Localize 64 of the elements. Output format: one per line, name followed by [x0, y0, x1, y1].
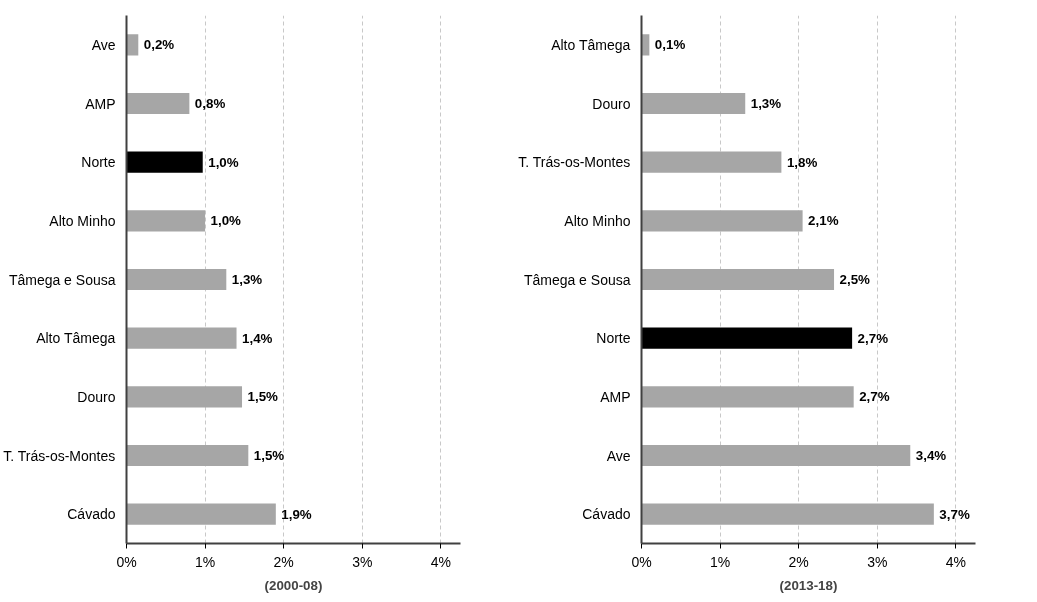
bar: [641, 92, 746, 115]
x-tick-label: 3%: [867, 553, 888, 570]
data-label: 1,5%: [253, 448, 285, 463]
x-tick-label: 2%: [273, 553, 294, 570]
data-label: 2,7%: [859, 389, 890, 405]
data-label: 0,1%: [654, 37, 686, 53]
bar: [126, 444, 249, 467]
bar: [126, 268, 227, 291]
data-label: 2,7%: [857, 330, 889, 346]
y-tick-label: Norte: [596, 330, 631, 347]
data-label: 1,0%: [210, 213, 242, 229]
x-tick-label: 2%: [788, 553, 809, 570]
data-label: 2,1%: [808, 213, 839, 229]
y-tick-label: Alto Tâmega: [551, 36, 631, 53]
y-tick-label: Cávado: [582, 506, 631, 523]
bar: [641, 210, 803, 232]
data-label: 1,4%: [242, 330, 273, 346]
bar: [641, 327, 853, 349]
data-label: 1,3%: [750, 96, 782, 111]
bar: [641, 268, 835, 291]
y-tick-label: Norte: [81, 154, 116, 171]
bar: [126, 210, 206, 232]
bar: [641, 151, 782, 173]
bar: [126, 386, 243, 408]
y-tick-label: Ave: [91, 36, 116, 53]
y-tick-label: Ave: [606, 447, 631, 464]
y-tick-label: Alto Minho: [49, 212, 116, 229]
data-label: 3,4%: [915, 448, 947, 463]
x-tick-label: 0%: [116, 553, 137, 570]
x-axis-title: (2000-08): [264, 577, 323, 593]
x-tick-label: 4%: [430, 553, 451, 570]
y-tick-label: Alto Minho: [564, 212, 631, 229]
data-label: 2,5%: [839, 272, 871, 287]
y-tick-label: Douro: [77, 388, 116, 405]
data-label: 1,5%: [247, 389, 279, 405]
bar: [641, 503, 934, 525]
y-tick-label: T. Trás-os-Montes: [518, 154, 631, 171]
bar: [126, 327, 237, 349]
bar: [641, 386, 854, 408]
y-tick-label: AMP: [85, 95, 116, 112]
bar: [126, 92, 190, 115]
y-tick-label: T. Trás-os-Montes: [3, 447, 116, 464]
x-tick-label: 3%: [352, 553, 373, 570]
data-label: 0,2%: [143, 37, 175, 53]
x-tick-label: 0%: [631, 553, 652, 570]
bar: [126, 503, 276, 525]
data-label: 1,9%: [281, 506, 312, 522]
data-label: 0,8%: [194, 96, 226, 111]
y-tick-label: Alto Tâmega: [36, 330, 116, 347]
y-tick-label: Tâmega e Sousa: [523, 271, 631, 288]
y-tick-label: Tâmega e Sousa: [8, 271, 116, 288]
y-tick-label: AMP: [600, 388, 631, 405]
y-tick-label: Douro: [592, 95, 631, 112]
bar: [126, 151, 203, 173]
x-axis-title: (2013-18): [779, 577, 838, 593]
data-label: 1,8%: [786, 154, 818, 170]
data-label: 1,3%: [231, 272, 263, 287]
bar: [641, 444, 911, 467]
x-tick-label: 1%: [194, 553, 216, 570]
data-label: 3,7%: [939, 506, 970, 522]
x-tick-label: 4%: [945, 553, 966, 570]
data-label: 1,0%: [208, 154, 239, 170]
y-tick-label: Cávado: [67, 506, 116, 523]
x-tick-label: 1%: [709, 553, 731, 570]
